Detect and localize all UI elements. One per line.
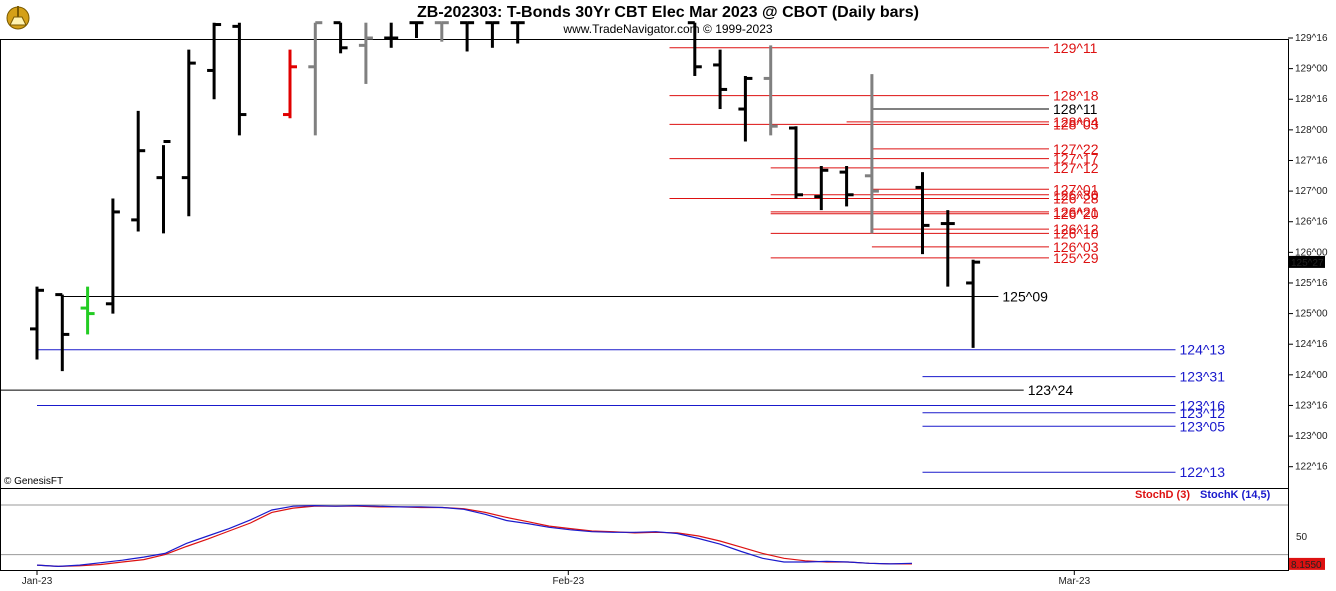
y-tick-label: 127^00: [1295, 186, 1328, 197]
copyright-label: © GenesisFT: [4, 476, 63, 487]
x-tick-label: Feb-23: [552, 576, 584, 587]
chart-title: ZB-202303: T-Bonds 30Yr CBT Elec Mar 202…: [417, 4, 919, 21]
level-label: 123^31: [1180, 369, 1226, 385]
ohlc-bar: [435, 23, 449, 42]
y-tick-label: 129^16: [1295, 33, 1328, 44]
x-tick-label: Mar-23: [1058, 576, 1090, 587]
legend-stochd: StochD (3): [1135, 489, 1190, 501]
y-tick-label: 129^00: [1295, 64, 1328, 75]
x-tick-label: Jan-23: [22, 576, 53, 587]
current-price-label: 125^27: [1291, 258, 1324, 269]
legend-stochk: StochK (14,5): [1200, 489, 1271, 501]
level-label: 129^11: [1053, 40, 1098, 56]
level-label: 124^13: [1180, 342, 1226, 358]
price-axis: 129^16 129^00 128^16 128^00 127^16 127^00 126^…: [1288, 33, 1328, 473]
y-tick-label: 123^16: [1295, 400, 1328, 411]
ohlc-bar: [410, 23, 424, 38]
level-label: 127^12: [1053, 160, 1099, 176]
date-axis: Jan-23 Feb-23 Mar-23: [22, 571, 1091, 587]
level-label: 125^09: [1002, 288, 1048, 304]
level-label: 123^24: [1028, 382, 1074, 398]
y-tick-label: 125^00: [1295, 309, 1328, 320]
y-tick-label: 127^16: [1295, 155, 1328, 166]
level-label: 125^29: [1053, 250, 1099, 266]
y-tick-label: 122^16: [1295, 462, 1328, 473]
level-label: 122^13: [1180, 464, 1226, 480]
level-label: 123^05: [1180, 418, 1226, 434]
level-label: 126^21: [1053, 204, 1099, 220]
stoch-value-label: 8.1550: [1291, 560, 1322, 571]
y-tick-label: 126^16: [1295, 217, 1328, 228]
chart-subtitle: www.TradeNavigator.com © 1999-2023: [562, 22, 772, 36]
y-tick-label: 128^00: [1295, 125, 1328, 136]
stoch-panel-frame: [1, 489, 1289, 571]
level-label: 128^03: [1053, 116, 1099, 132]
y-tick-label: 124^00: [1295, 370, 1328, 381]
y-tick-label: 125^16: [1295, 278, 1328, 289]
logo-icon: [7, 6, 29, 29]
stoch-tick-label: 50: [1296, 532, 1308, 543]
y-tick-label: 128^16: [1295, 94, 1328, 105]
y-tick-label: 124^16: [1295, 339, 1328, 350]
y-tick-label: 123^00: [1295, 431, 1328, 442]
